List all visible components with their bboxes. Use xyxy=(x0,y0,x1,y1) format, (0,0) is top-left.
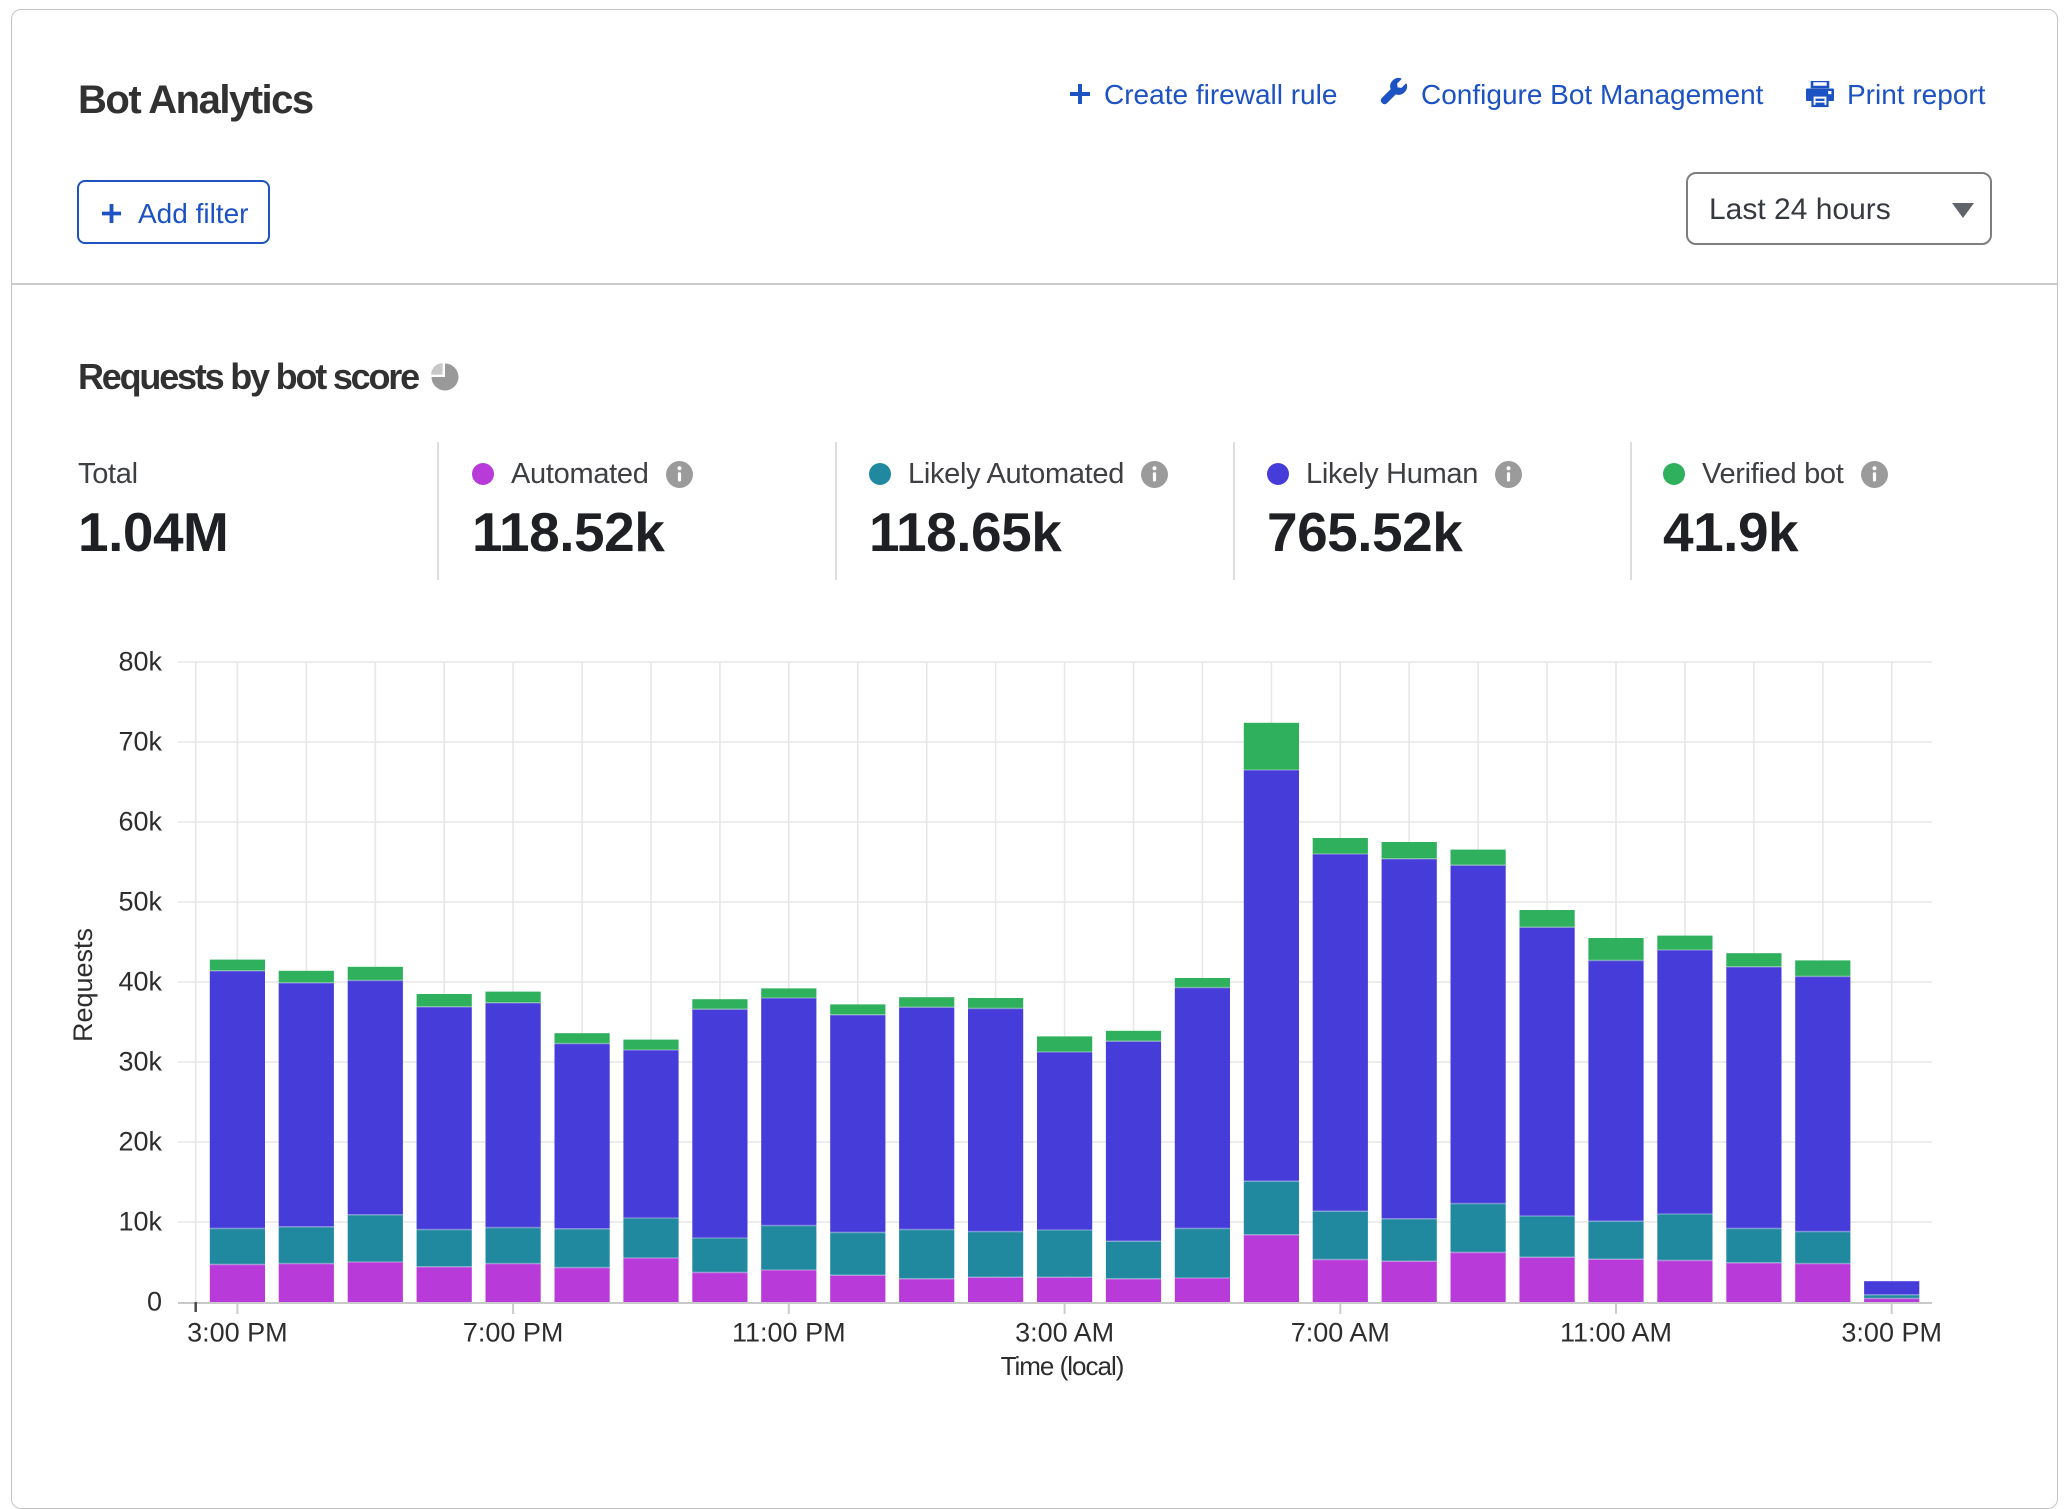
svg-text:3:00 AM: 3:00 AM xyxy=(1015,1318,1114,1348)
svg-text:70k: 70k xyxy=(118,727,162,757)
svg-text:20k: 20k xyxy=(118,1127,162,1157)
svg-text:3:00 PM: 3:00 PM xyxy=(1841,1318,1942,1348)
svg-text:7:00 AM: 7:00 AM xyxy=(1291,1318,1390,1348)
svg-text:Requests: Requests xyxy=(68,928,98,1042)
svg-text:80k: 80k xyxy=(118,647,162,677)
svg-text:30k: 30k xyxy=(118,1047,162,1077)
svg-text:0: 0 xyxy=(147,1287,162,1317)
svg-text:7:00 PM: 7:00 PM xyxy=(463,1318,564,1348)
svg-text:60k: 60k xyxy=(118,807,162,837)
svg-text:10k: 10k xyxy=(118,1207,162,1237)
svg-text:11:00 AM: 11:00 AM xyxy=(1560,1318,1672,1348)
svg-text:50k: 50k xyxy=(118,887,162,917)
svg-text:3:00 PM: 3:00 PM xyxy=(187,1318,288,1348)
svg-text:11:00 PM: 11:00 PM xyxy=(732,1318,846,1348)
svg-text:40k: 40k xyxy=(118,967,162,997)
svg-text:Time (local): Time (local) xyxy=(1001,1351,1124,1381)
